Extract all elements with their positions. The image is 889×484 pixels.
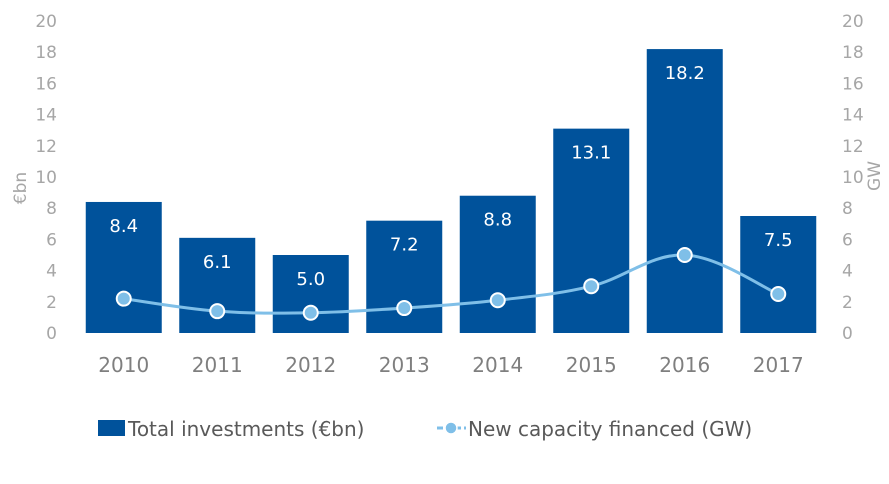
bar-value-label: 5.0 (296, 269, 325, 290)
bar (646, 49, 723, 333)
legend-line-label: New capacity financed (GW) (468, 417, 752, 441)
bar-value-label: 18.2 (665, 63, 705, 84)
line-point (770, 286, 787, 302)
y2-tick-label: 10 (842, 168, 864, 188)
bar (740, 216, 817, 333)
bar (459, 195, 536, 333)
left-axis-ticks: 0 2 4 6 8 10 12 14 16 18 20 (35, 12, 57, 344)
y2-tick-label: 16 (842, 74, 864, 94)
x-tick-label: 2013 (379, 353, 430, 377)
line-series (115, 247, 787, 321)
y2-tick-label: 4 (842, 262, 853, 282)
x-tick-label: 2012 (285, 353, 336, 377)
line-point (209, 303, 226, 320)
x-tick-label: 2016 (659, 353, 710, 377)
y-tick-label: 20 (35, 12, 57, 32)
y-tick-label: 12 (35, 137, 57, 157)
y-tick-label: 4 (46, 262, 57, 282)
bar (553, 128, 630, 333)
line-point (302, 304, 319, 321)
legend-bar-label: Total investments (€bn) (127, 417, 364, 441)
y-tick-label: 8 (46, 199, 57, 219)
left-axis-title: €bn (11, 172, 31, 204)
y-tick-label: 2 (46, 293, 57, 313)
x-tick-label: 2015 (566, 353, 617, 377)
legend-line-marker (444, 421, 458, 435)
bar-value-label: 13.1 (571, 143, 611, 164)
right-axis-title: GW (865, 161, 885, 191)
y2-tick-label: 2 (842, 293, 853, 313)
bar-value-label: 8.4 (109, 216, 138, 237)
y2-tick-label: 20 (842, 12, 864, 32)
y2-tick-label: 14 (842, 106, 864, 126)
bar-value-label: 8.8 (483, 210, 512, 231)
y-tick-label: 16 (35, 74, 57, 94)
line-point (676, 247, 693, 263)
right-axis-ticks: 0 2 4 6 8 10 12 14 16 18 20 (842, 12, 864, 344)
y2-tick-label: 12 (842, 137, 864, 157)
legend-bar-swatch (98, 420, 125, 436)
line-point (396, 300, 413, 317)
y2-tick-label: 6 (842, 230, 853, 250)
x-tick-label: 2014 (472, 353, 523, 377)
y-tick-label: 10 (35, 168, 57, 188)
x-axis-ticks: 2010 2011 2012 2013 2014 2015 2016 2017 (98, 353, 803, 377)
y2-tick-label: 18 (842, 43, 864, 63)
y-tick-label: 0 (46, 324, 57, 344)
y-tick-label: 6 (46, 230, 57, 250)
y-tick-label: 14 (35, 106, 57, 126)
line-point (489, 292, 506, 309)
y2-tick-label: 8 (842, 199, 853, 219)
bar-series: 8.4 6.1 5.0 7.2 8.8 13.1 18.2 7.5 (85, 49, 817, 333)
x-tick-label: 2010 (98, 353, 149, 377)
line-point (583, 278, 600, 295)
x-tick-label: 2011 (192, 353, 243, 377)
bar (85, 201, 162, 333)
bar-value-label: 7.2 (390, 235, 419, 256)
bar-value-label: 6.1 (203, 252, 232, 273)
legend: Total investments (€bn) New capacity fin… (98, 417, 752, 441)
bar-value-label: 7.5 (764, 230, 793, 251)
bar (272, 255, 349, 333)
line-point (115, 290, 132, 307)
y2-tick-label: 0 (842, 324, 853, 344)
x-tick-label: 2017 (753, 353, 804, 377)
y-tick-label: 18 (35, 43, 57, 63)
